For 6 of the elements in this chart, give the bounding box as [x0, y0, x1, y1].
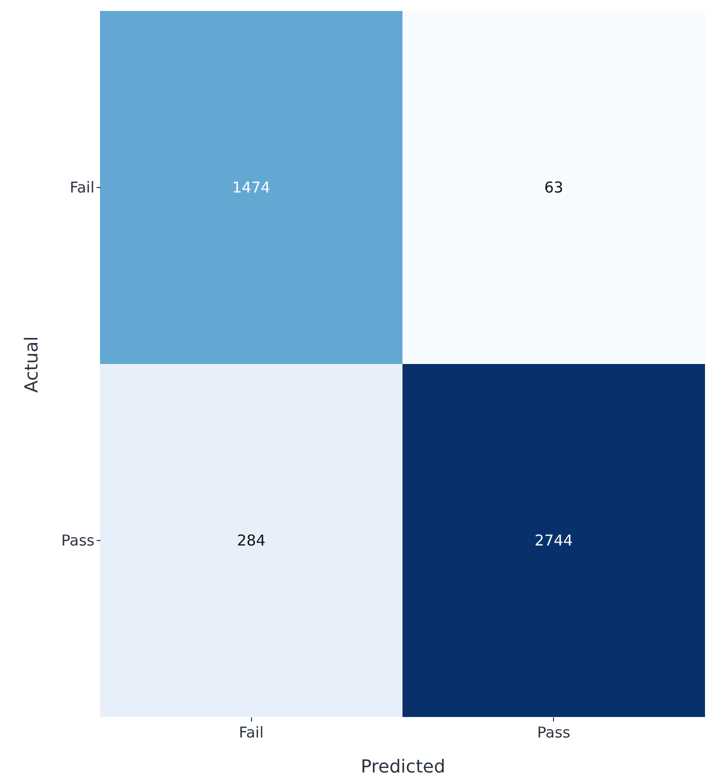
x-axis-title: Predicted — [360, 756, 446, 778]
data-label: 284 — [236, 532, 266, 550]
data-label: 2744 — [534, 532, 573, 550]
data-label: 63 — [544, 178, 564, 196]
data-label: 1474 — [232, 178, 270, 196]
y-axis-title: Actual — [21, 336, 42, 393]
